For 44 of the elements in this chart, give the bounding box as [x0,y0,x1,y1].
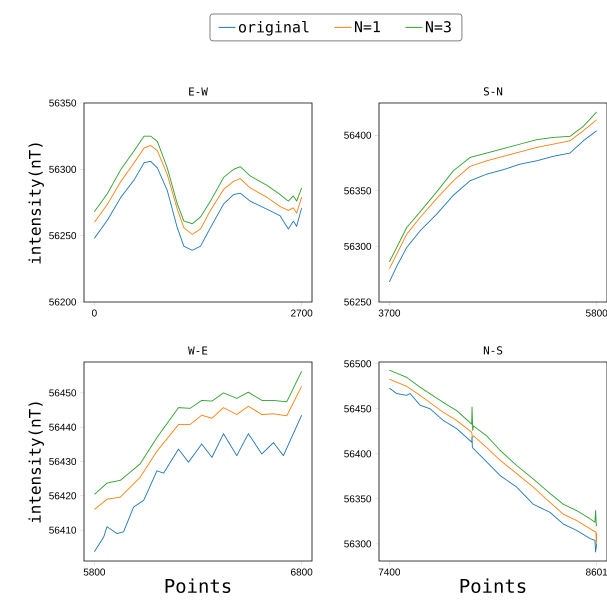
y-tick-label: 56250 [344,298,372,306]
line-series [94,160,302,251]
y-tick-label: 56350 [344,495,372,502]
y-tick-label: 56300 [344,242,372,250]
y-tick-label: 56500 [344,360,372,368]
y-tick-label: 56300 [344,540,372,548]
y-tick-label: 56440 [49,424,76,431]
y-axis-title: intensity(nT) [28,402,44,522]
legend-label: N=1 [354,21,380,32]
chart-title: S-N [484,87,502,96]
x-tick-label: 5800 [84,568,106,576]
y-tick-label: 56250 [49,232,76,240]
y-tick-label: 56200 [49,298,76,306]
legend-label: N=3 [426,21,451,32]
chart-title: W-E [188,346,208,354]
y-tick-label: 56420 [49,492,76,500]
x-axis-title: Points [166,578,230,594]
y-tick-label: 56350 [344,187,372,194]
x-tick-label: 7400 [378,568,400,576]
x-tick-label: 5800 [586,310,607,317]
x-axis-title: Points [460,578,526,594]
y-tick-label: 56430 [49,458,76,466]
line-series [94,136,302,224]
y-tick-label: 56350 [49,99,76,107]
y-tick-label: 56400 [344,132,372,139]
x-tick-label: 2700 [291,310,312,317]
chart-title: E-W [189,88,208,96]
line-series [94,145,302,235]
y-tick-label: 56300 [49,166,76,173]
y-axis-title: intensity(nT) [28,143,44,264]
line-series [94,414,302,552]
line-series [388,370,598,526]
x-tick-label: 3700 [378,310,400,317]
line-series [94,386,302,510]
y-tick-label: 56450 [49,389,76,396]
chart-title: N-S [484,346,502,355]
x-tick-label: 0 [92,310,97,317]
y-tick-label: 56410 [49,526,76,534]
y-tick-label: 56450 [344,405,372,412]
x-tick-label: 6800 [291,568,312,576]
y-tick-label: 56400 [344,450,372,458]
line-series [94,370,302,495]
x-tick-label: 8601 [586,568,607,576]
legend-label: original [238,20,308,36]
